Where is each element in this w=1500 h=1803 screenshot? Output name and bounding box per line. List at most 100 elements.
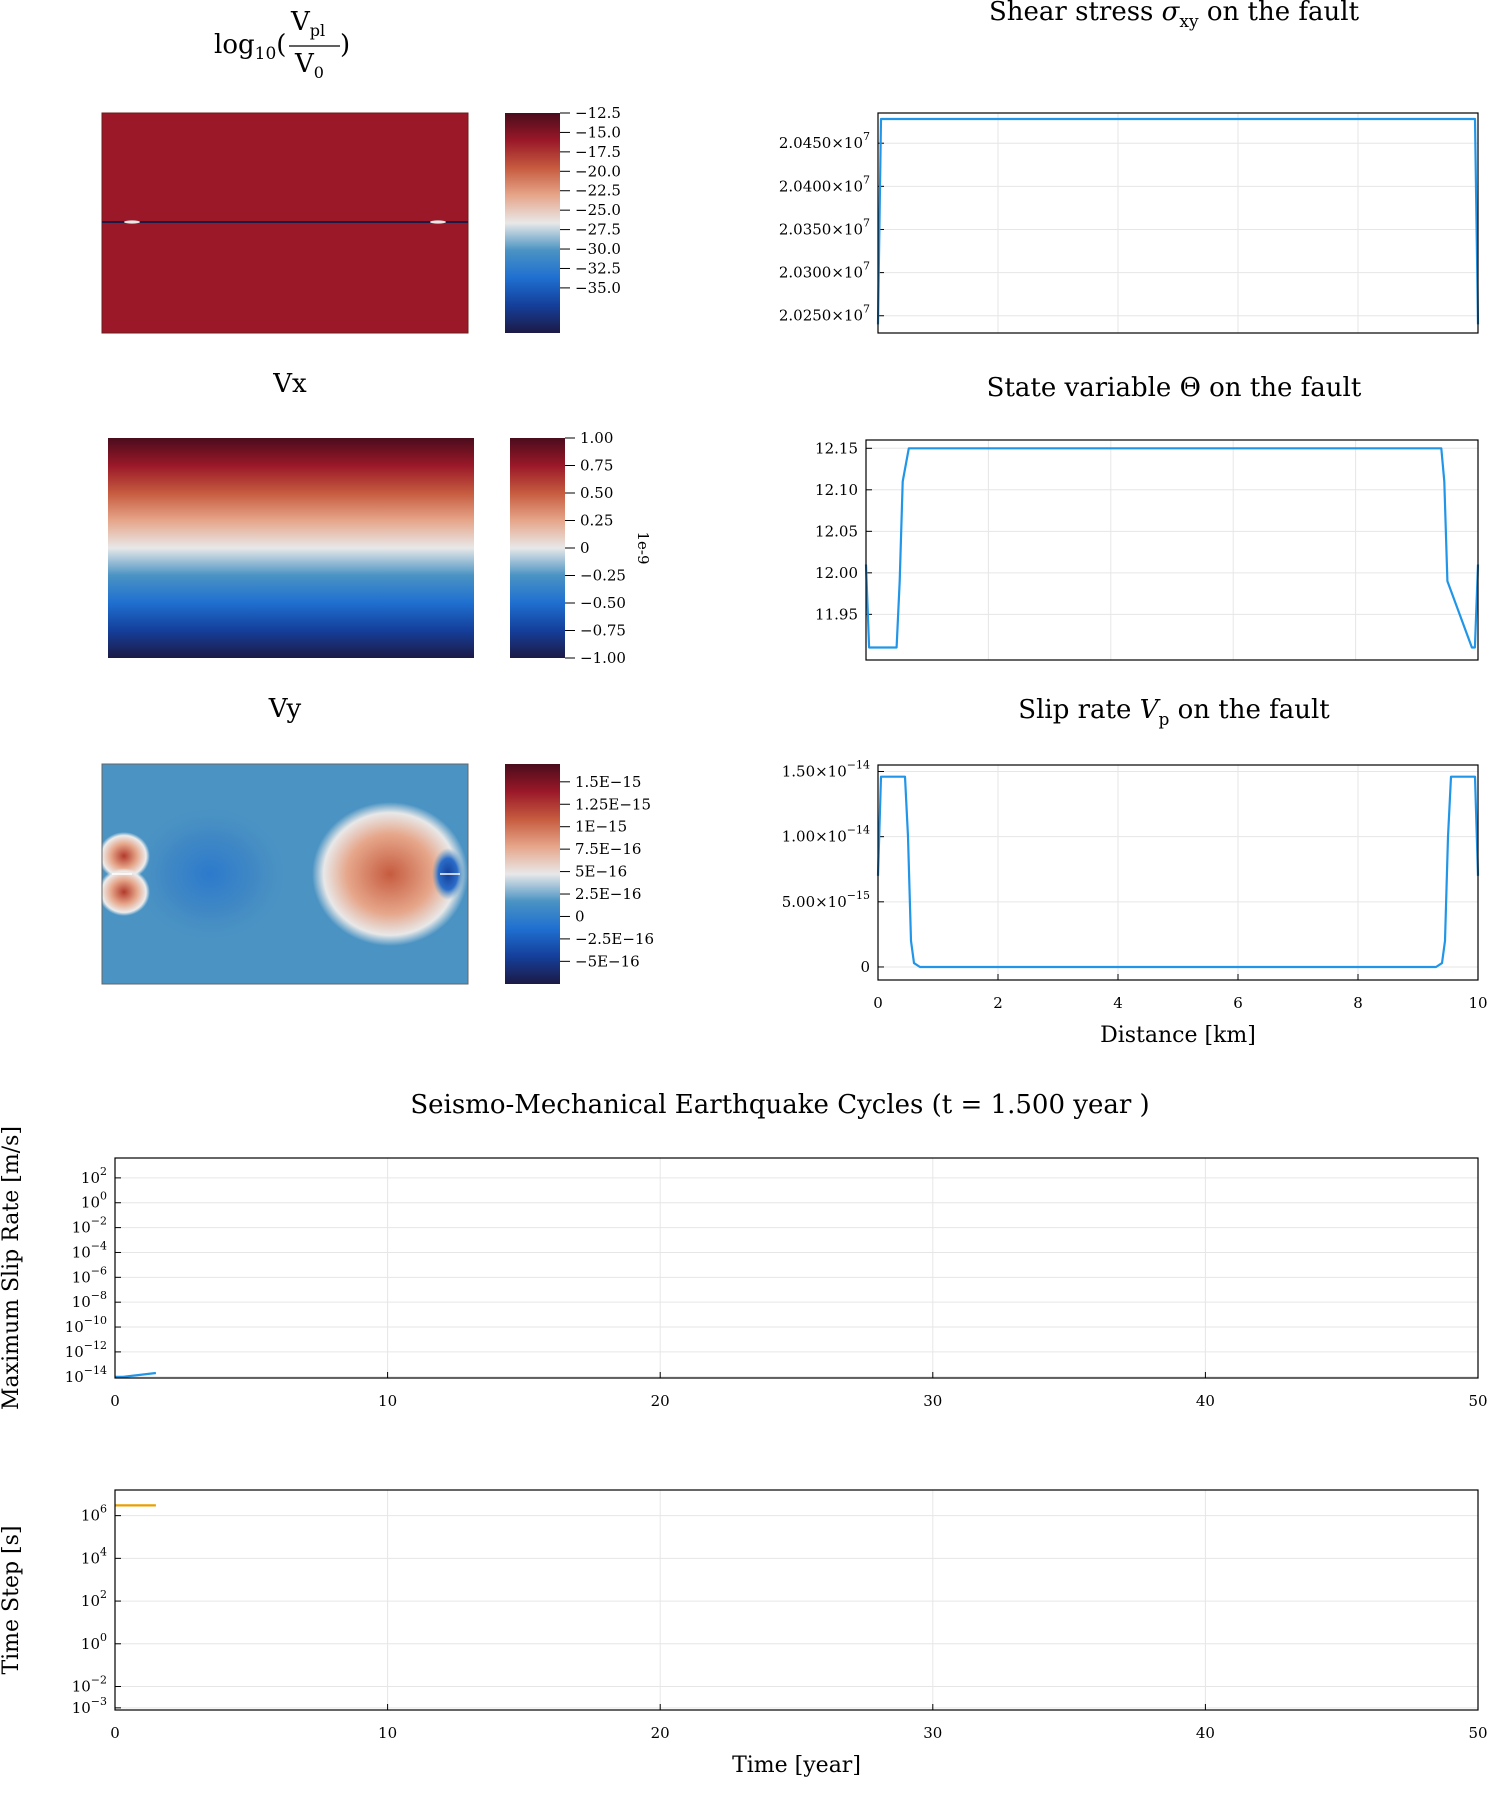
colorbar-tick-label: 0.50 (580, 484, 613, 502)
colorbar-tick-label: −12.5 (575, 104, 621, 122)
y-tick-label: 12.15 (815, 439, 858, 457)
x-tick-label: 10 (378, 1392, 397, 1410)
panel-title-vx: Vx (272, 369, 307, 399)
panel-title-vy: Vy (268, 694, 302, 724)
colorbar-tick-label: 7.5E−16 (575, 840, 641, 858)
heatmap-vy-left-lobe-lower (102, 868, 150, 916)
plot-frame (877, 112, 1479, 334)
panel-vx: Vx 1.00 0.75 0.50 0.25 0 −0.25 −0.50 −0.75 −1.00… (108, 369, 652, 667)
y-tick-label: 100​ (81, 1631, 107, 1653)
colorbar-tick-label: 1E−15 (575, 818, 627, 836)
colorbar-tick-label: −1.00 (580, 649, 626, 667)
plot-frame (114, 1157, 1479, 1379)
y-axis-label: Time Step [s] (0, 1525, 24, 1674)
colorbar-tick-label: −17.5 (575, 143, 621, 161)
colorbar-vy: 1.5E−15 1.25E−15 1E−15 7.5E−16 5E−16 2.5E−16 0… (505, 764, 654, 984)
y-tick-label: 10−8​ (72, 1289, 107, 1311)
panel-max-slip-rate: Seismo-Mechanical Earthquake Cycles (t =… (0, 1090, 1488, 1410)
y-tick-label: 106​ (81, 1503, 107, 1525)
panel-title-fraction-denominator: V0 (294, 49, 324, 82)
x-tick-label: 10 (1468, 994, 1487, 1012)
y-tick-label: 10−6​ (72, 1264, 107, 1286)
colorbar-tick-label: 0 (575, 907, 585, 925)
x-tick-label: 20 (651, 1724, 670, 1742)
y-tick-label: 10−12​ (65, 1339, 107, 1361)
colorbar-tick-label: −27.5 (575, 221, 621, 239)
x-tick-label: 0 (873, 994, 883, 1012)
y-tick-label: 10−2​ (72, 1674, 107, 1696)
x-axis-label: Distance [km] (1100, 1023, 1256, 1048)
panel-title-close-paren: ) (340, 30, 350, 60)
panel-title-slip-rate: Slip rate Vp on the fault (1018, 695, 1330, 730)
y-tick-label: 2.0300×107​ (779, 260, 870, 282)
y-tick-label: 2.0400×107​ (779, 173, 870, 195)
y-tick-label: 10−3​ (72, 1695, 107, 1717)
y-tick-label: 12.00 (815, 564, 858, 582)
panel-title-fraction-numerator: Vpl (290, 7, 325, 40)
heatmap-vy (102, 764, 468, 984)
y-tick-label: 10−14​ (65, 1364, 107, 1386)
series-line (115, 1371, 157, 1378)
y-tick-label: 0 (860, 958, 870, 976)
y-tick-label: 102​ (81, 1165, 107, 1187)
panel-vy: Vy 1.5E−15 1.25E−15 1E−15 7.5E−16 5E−16 2.5E−… (101, 694, 654, 985)
x-tick-label: 30 (923, 1724, 942, 1742)
x-tick-label: 30 (923, 1392, 942, 1410)
heatmap-vy-positive-lobe (312, 802, 468, 946)
colorbar-tick-label: 1.5E−15 (575, 773, 641, 791)
x-tick-label: 20 (651, 1392, 670, 1410)
x-tick-label: 8 (1353, 994, 1363, 1012)
colorbar-tick-label: 0.75 (580, 457, 613, 475)
y-tick-label: 2.0450×107​ (779, 130, 870, 152)
y-tick-label: 1.50×10−14​ (782, 759, 870, 781)
y-axis-label: Maximum Slip Rate [m/s] (0, 1126, 24, 1410)
x-tick-label: 50 (1468, 1392, 1487, 1410)
y-tick-label: 10−2​ (72, 1215, 107, 1237)
heatmap-fault-tip-left (124, 220, 140, 224)
colorbar-tick-label: 5E−16 (575, 863, 627, 881)
colorbar-gradient (505, 764, 560, 984)
colorbar-tick-label: −22.5 (575, 182, 621, 200)
colorbar-tick-label: −32.5 (575, 259, 621, 277)
colorbar-gradient (505, 113, 560, 333)
x-tick-label: 50 (1468, 1724, 1487, 1742)
plot-frame (114, 1489, 1479, 1711)
panel-shear-stress: Shear stress σxy on the fault 2.0450×107… (779, 0, 1480, 334)
colorbar-vx: 1.00 0.75 0.50 0.25 0 −0.25 −0.50 −0.75 −1.00 1e… (510, 429, 652, 667)
colorbar-log-vpl: −12.5−15.0 −17.5−20.0 −22.5−25.0 −27.5−30.0… (505, 104, 621, 333)
colorbar-tick-label: 1.00 (580, 429, 613, 447)
colorbar-tick-label: −0.50 (580, 594, 626, 612)
colorbar-gradient (510, 438, 565, 658)
x-tick-label: 4 (1113, 994, 1123, 1012)
colorbar-tick-label: −25.0 (575, 201, 621, 219)
panel-title-log-vpl: log10( (214, 30, 286, 64)
x-tick-label: 2 (993, 994, 1003, 1012)
x-tick-label: 40 (1196, 1392, 1215, 1410)
panel-title-earthquake-cycles: Seismo-Mechanical Earthquake Cycles (t =… (410, 1090, 1149, 1120)
panel-title-state-variable: State variable Θ on the fault (987, 373, 1362, 403)
panel-time-step: 106​ 104​ 102​ 100​ 10−2​10−3​0 10 20 30 40 50 Tim… (0, 1489, 1488, 1778)
colorbar-tick-label: 0.25 (580, 512, 613, 530)
colorbar-tick-label: −30.0 (575, 240, 621, 258)
series-line (876, 775, 1480, 969)
y-tick-label: 5.00×10−15​ (782, 889, 870, 911)
panel-title-shear-stress: Shear stress σxy on the fault (989, 0, 1360, 32)
y-tick-label: 10−4​ (72, 1239, 107, 1261)
y-tick-label: 104​ (81, 1545, 107, 1567)
heatmap-vx (108, 438, 474, 658)
y-tick-label: 12.10 (815, 481, 858, 499)
panel-log-slip-rate: log10( Vpl V0 ) −12.5−15.0 −17.5−20.0 −22.… (101, 7, 621, 334)
colorbar-tick-label: −2.5E−16 (575, 930, 654, 948)
colorbar-tick-label: 1.25E−15 (575, 795, 651, 813)
heatmap-vy-frame (101, 763, 469, 985)
y-tick-label: 2.0250×107​ (779, 303, 870, 325)
heatmap-fault-tip-right (430, 220, 446, 224)
x-tick-label: 6 (1233, 994, 1243, 1012)
colorbar-tick-label: −15.0 (575, 123, 621, 141)
plot-frame (865, 439, 1479, 661)
y-tick-label: 1.00×10−14​ (782, 824, 870, 846)
y-tick-label: 12.05 (815, 522, 858, 540)
colorbar-tick-label: 2.5E−16 (575, 885, 641, 903)
heatmap-vy-left-lobe-upper (102, 832, 150, 880)
